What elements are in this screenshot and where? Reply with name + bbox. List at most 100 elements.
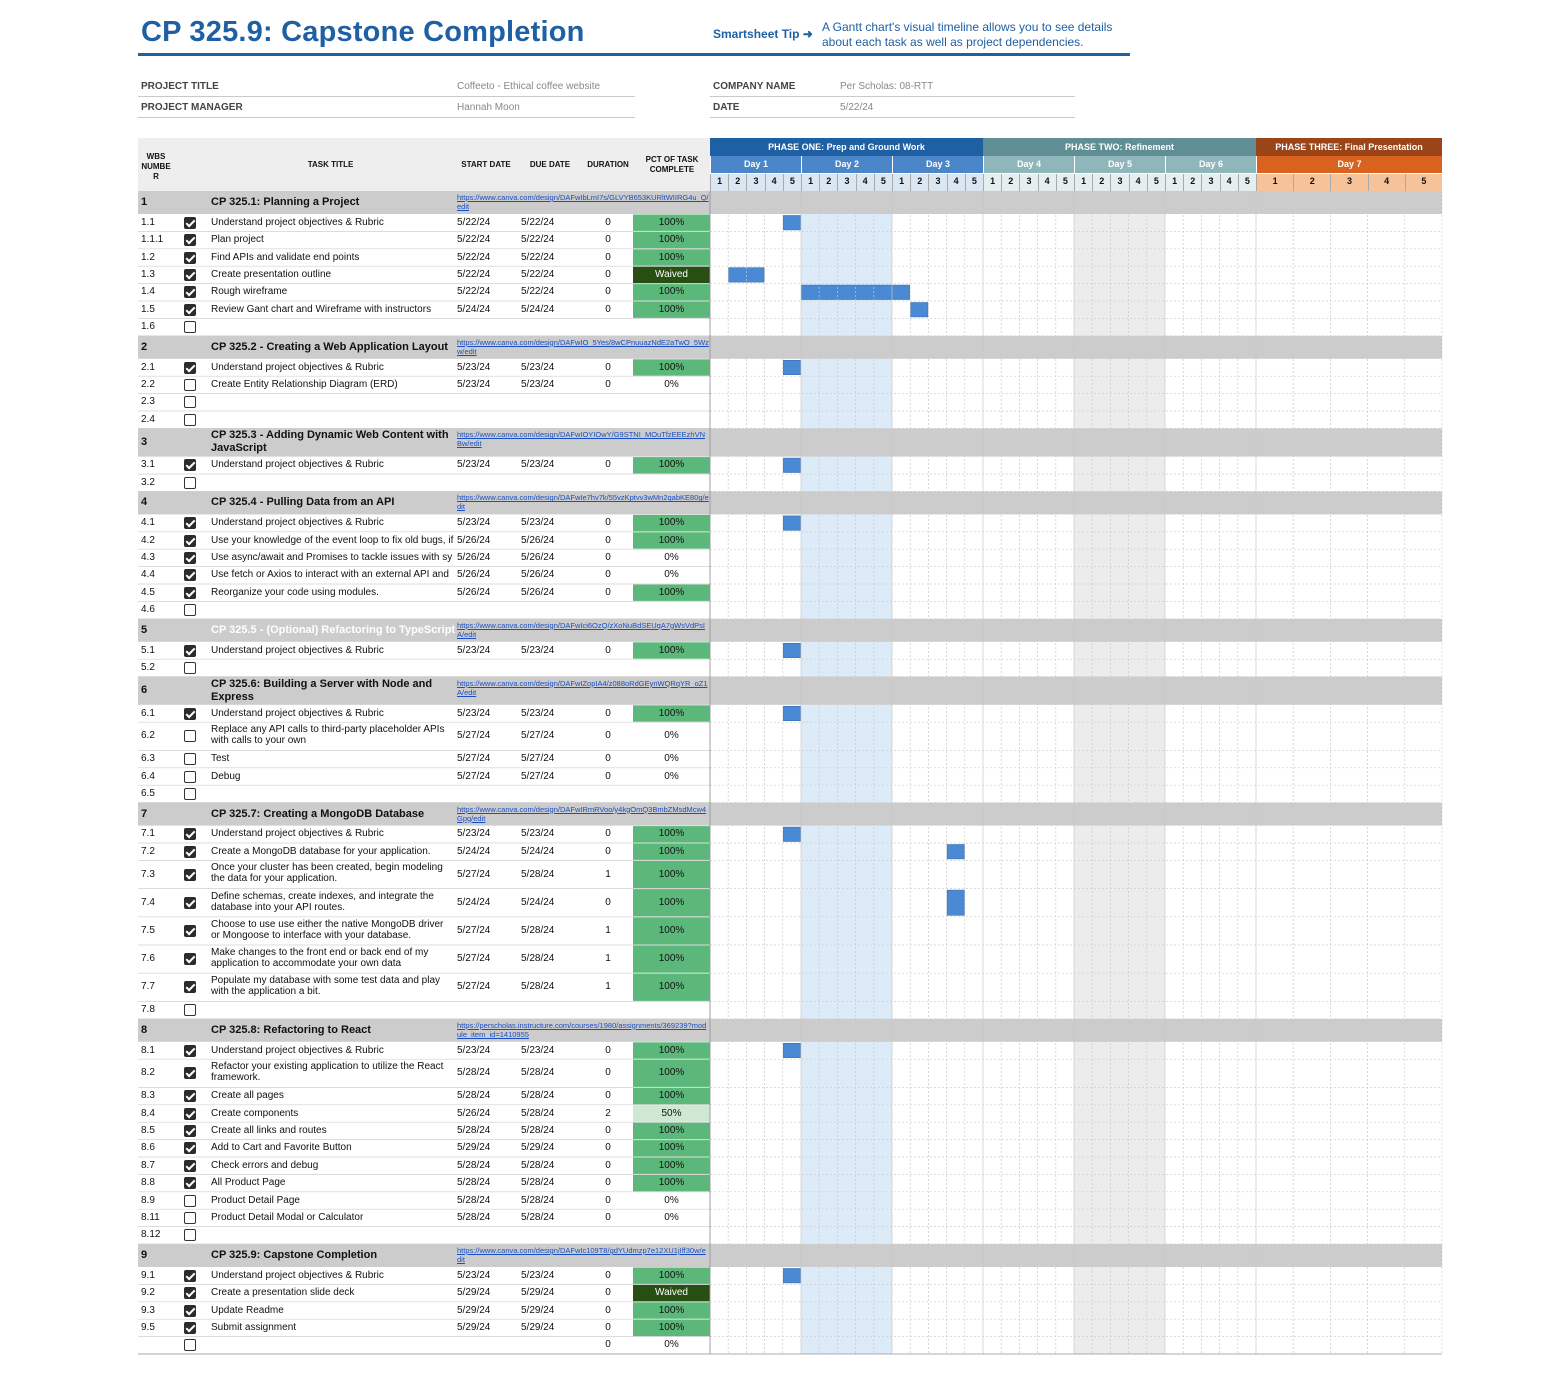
pct-complete[interactable]: 100%	[658, 303, 685, 315]
pct-complete[interactable]: 100%	[658, 286, 685, 298]
start-date[interactable]	[457, 662, 517, 675]
task-checkbox[interactable]	[184, 661, 196, 674]
pct-complete[interactable]: 100%	[658, 534, 685, 546]
task-checkbox[interactable]	[184, 730, 196, 743]
pct-complete[interactable]: 100%	[658, 644, 685, 656]
start-date[interactable]: 5/27/24	[457, 730, 491, 742]
pct-complete[interactable]: 0%	[664, 730, 679, 742]
task-title[interactable]: Understand project objectives & Rubric	[211, 517, 384, 529]
due-date[interactable]: 5/23/24	[521, 378, 555, 390]
due-date[interactable]: 5/28/24	[521, 1067, 555, 1079]
start-date[interactable]: 5/29/24	[457, 1287, 491, 1299]
task-title[interactable]: Rough wireframe	[211, 286, 288, 298]
pct-complete[interactable]	[633, 1004, 710, 1017]
start-date[interactable]	[457, 1229, 517, 1242]
task-checkbox[interactable]	[184, 1194, 196, 1207]
task-checkbox[interactable]	[184, 569, 196, 582]
due-date[interactable]: 5/23/24	[521, 707, 555, 719]
start-date[interactable]	[457, 604, 517, 617]
task-title[interactable]	[211, 604, 455, 619]
pct-complete[interactable]: 100%	[658, 1142, 685, 1154]
pct-complete[interactable]: 0%	[664, 1211, 679, 1223]
section-link[interactable]: https://www.canva.com/design/DAFwIbLmI7s…	[457, 193, 709, 211]
task-title[interactable]: Choose to use use either the native Mong…	[211, 918, 444, 941]
section-link[interactable]: https://www.canva.com/design/DAFwIci6OzQ…	[457, 620, 706, 639]
task-title[interactable]: Make changes to the front end or back en…	[211, 947, 429, 969]
task-checkbox[interactable]	[184, 1004, 196, 1017]
task-checkbox[interactable]	[184, 586, 196, 599]
due-date[interactable]: 5/23/24	[521, 644, 555, 656]
task-checkbox[interactable]	[184, 534, 196, 547]
task-checkbox[interactable]	[184, 1269, 196, 1282]
due-date[interactable]: 5/23/24	[521, 459, 555, 471]
task-checkbox[interactable]	[184, 517, 196, 530]
pct-complete[interactable]	[633, 604, 710, 617]
due-date[interactable]: 5/23/24	[521, 1269, 555, 1281]
task-checkbox[interactable]	[184, 1142, 196, 1155]
task-title[interactable]: Understand project objectives & Rubric	[211, 644, 384, 656]
task-checkbox[interactable]	[184, 251, 196, 264]
task-title[interactable]	[211, 1229, 455, 1244]
pct-complete[interactable]: 50%	[661, 1107, 682, 1119]
task-checkbox[interactable]	[184, 753, 196, 766]
due-date[interactable]: 5/28/24	[521, 1107, 555, 1119]
due-date[interactable]: 5/26/24	[521, 569, 555, 581]
pct-complete[interactable]: 100%	[658, 459, 685, 471]
task-title[interactable]	[211, 396, 455, 411]
task-checkbox[interactable]	[184, 770, 196, 783]
due-date[interactable]: 5/29/24	[521, 1321, 555, 1333]
task-checkbox[interactable]	[184, 1067, 196, 1080]
task-title[interactable]	[211, 321, 455, 336]
task-title[interactable]: Create components	[211, 1107, 299, 1119]
due-date[interactable]: 5/28/24	[521, 1090, 555, 1102]
start-date[interactable]: 5/28/24	[457, 1124, 491, 1136]
pct-complete[interactable]	[633, 414, 710, 427]
start-date[interactable]: 5/24/24	[457, 845, 491, 857]
task-title[interactable]: Understand project objectives & Rubric	[211, 459, 384, 471]
due-date[interactable]	[521, 1004, 581, 1017]
task-title[interactable]: Use your knowledge of the event loop to …	[211, 534, 454, 546]
due-date[interactable]	[521, 1229, 581, 1242]
task-checkbox[interactable]	[184, 268, 196, 281]
start-date[interactable]: 5/28/24	[457, 1067, 491, 1079]
start-date[interactable]: 5/23/24	[457, 644, 491, 656]
start-date[interactable]: 5/27/24	[457, 770, 491, 782]
due-date[interactable]: 5/28/24	[521, 1124, 555, 1136]
task-title[interactable]	[211, 1339, 455, 1354]
start-date[interactable]: 5/24/24	[457, 303, 491, 315]
due-date[interactable]	[521, 604, 581, 617]
pct-complete[interactable]: 100%	[658, 1177, 685, 1189]
start-date[interactable]: 5/24/24	[457, 896, 491, 908]
due-date[interactable]	[521, 1339, 581, 1352]
task-checkbox[interactable]	[184, 396, 196, 409]
task-checkbox[interactable]	[184, 1229, 196, 1242]
due-date[interactable]: 5/28/24	[521, 981, 555, 993]
due-date[interactable]: 5/26/24	[521, 551, 555, 563]
section-link[interactable]: https://www.canva.com/design/DAFwIZopIA4…	[457, 678, 708, 697]
due-date[interactable]: 5/22/24	[521, 234, 555, 246]
task-checkbox[interactable]	[184, 1107, 196, 1120]
task-title[interactable]: Understand project objectives & Rubric	[211, 1269, 384, 1281]
task-checkbox[interactable]	[184, 286, 196, 299]
task-checkbox[interactable]	[184, 924, 196, 937]
task-checkbox[interactable]	[184, 378, 196, 391]
start-date[interactable]: 5/23/24	[457, 1044, 491, 1056]
start-date[interactable]: 5/29/24	[457, 1321, 491, 1333]
due-date[interactable]	[521, 396, 581, 409]
task-checkbox[interactable]	[184, 1339, 196, 1352]
start-date[interactable]: 5/28/24	[457, 1159, 491, 1171]
task-title[interactable]: Define schemas, create indexes, and inte…	[211, 890, 434, 913]
start-date[interactable]: 5/27/24	[457, 981, 491, 993]
task-checkbox[interactable]	[184, 1287, 196, 1300]
task-checkbox[interactable]	[184, 361, 196, 374]
task-title[interactable]	[211, 662, 455, 677]
task-checkbox[interactable]	[184, 604, 196, 617]
task-title[interactable]: Submit assignment	[211, 1321, 297, 1333]
start-date[interactable]: 5/23/24	[457, 517, 491, 529]
due-date[interactable]	[521, 788, 581, 801]
task-checkbox[interactable]	[184, 981, 196, 994]
pct-complete[interactable]: 100%	[658, 953, 685, 965]
task-checkbox[interactable]	[184, 1159, 196, 1172]
task-title[interactable]: Use async/await and Promises to tackle i…	[211, 551, 453, 563]
pct-complete[interactable]: 100%	[658, 1067, 685, 1079]
